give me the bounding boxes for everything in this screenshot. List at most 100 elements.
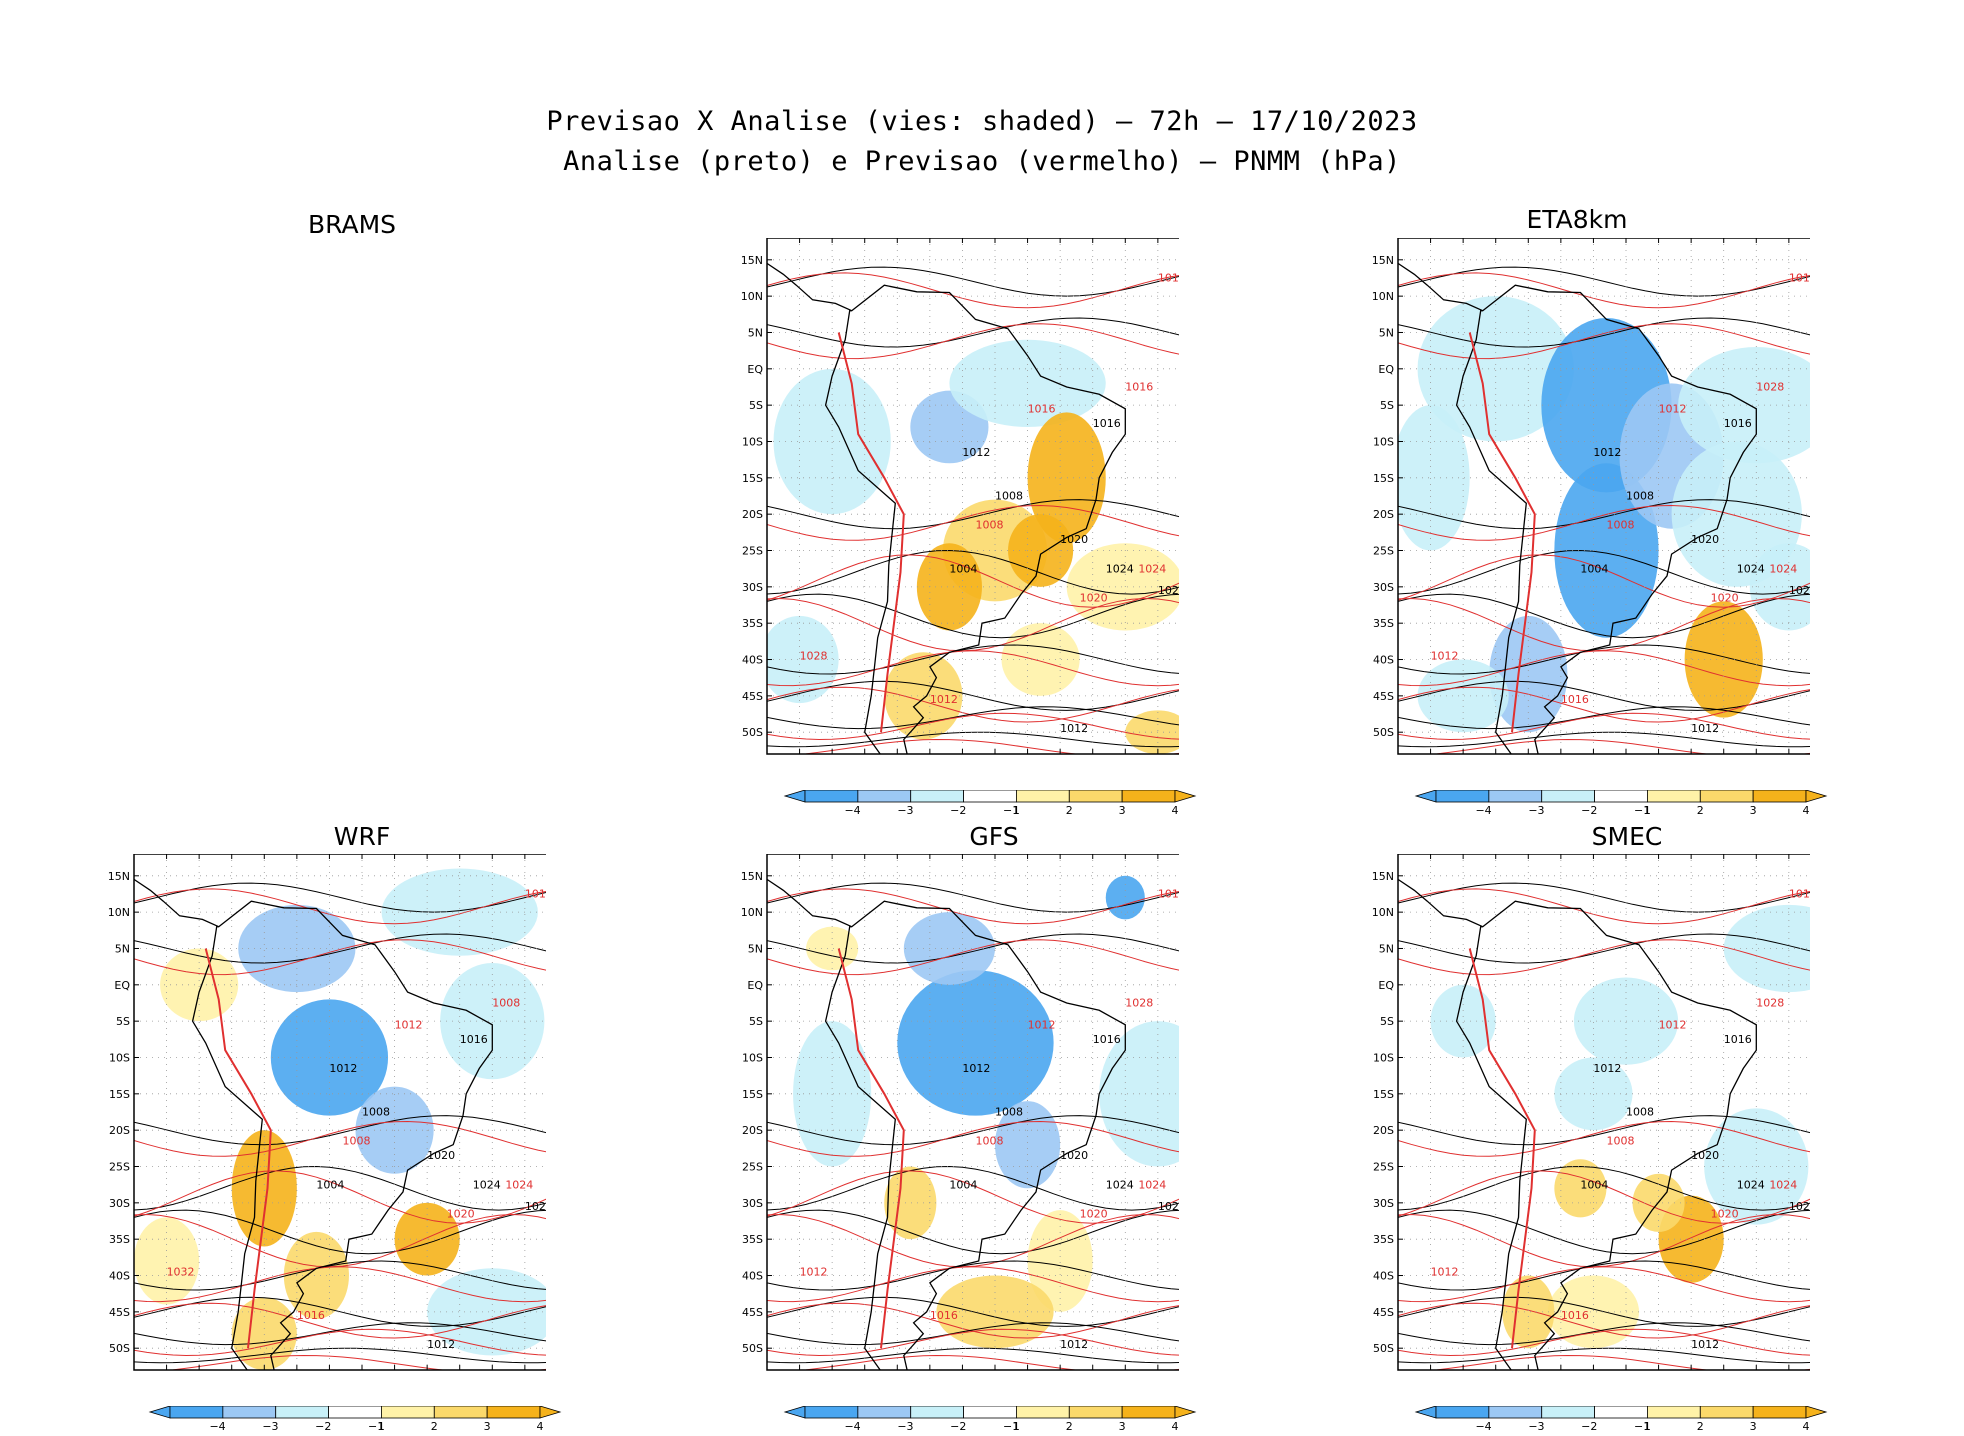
latitude-tick-label: 50S bbox=[742, 726, 763, 739]
colorbar-lower-arrow bbox=[1414, 789, 1437, 803]
analysis-isobar-label: 1024 bbox=[1737, 1178, 1765, 1191]
forecast-isobar-label: 1008 bbox=[1606, 1135, 1634, 1148]
analysis-isobar bbox=[767, 1260, 1179, 1291]
forecast-isobar-label: 1024 bbox=[1769, 1178, 1797, 1191]
latitude-tick-label: 20S bbox=[742, 1124, 763, 1137]
analysis-isobar-label: 1028 bbox=[1789, 1200, 1810, 1213]
forecast-isobar bbox=[767, 1302, 1179, 1339]
forecast-isobar-label: 1008 bbox=[342, 1135, 370, 1148]
forecast-isobar-label: 1016 bbox=[1125, 381, 1153, 394]
latitude-tick-label: 25S bbox=[1373, 1161, 1394, 1174]
analysis-isobar-label: 1012 bbox=[1060, 722, 1088, 735]
analysis-isobar-label: 1008 bbox=[362, 1106, 390, 1119]
map-svg: 1012 1016 1008 1020 1024 1028 1004 1012 1012 1016… bbox=[741, 854, 1179, 1371]
analysis-isobar-label: 1016 bbox=[460, 1033, 488, 1046]
forecast-isobar-label: 1016 bbox=[1561, 1309, 1589, 1322]
colorbar-segment bbox=[963, 789, 1017, 803]
analysis-isobar-label: 1004 bbox=[1580, 562, 1608, 575]
latitude-tick-label: 45S bbox=[109, 1306, 130, 1319]
analysis-isobar-label: 1020 bbox=[1060, 533, 1088, 546]
analysis-isobar-label: 1008 bbox=[995, 1106, 1023, 1119]
forecast-isobar bbox=[134, 1328, 546, 1357]
forecast-isobar-label: 1020 bbox=[1080, 1207, 1108, 1220]
bias-shading-area bbox=[1398, 405, 1470, 551]
map-panel-gfs: 1012 1016 1008 1020 1024 1028 1004 1012 1012 1016… bbox=[721, 854, 1179, 1376]
forecast-isobar-label: 1012 bbox=[1431, 650, 1459, 663]
colorbar-tick-label: −3 bbox=[897, 1420, 913, 1432]
colorbar-tick-label: 2 bbox=[1066, 1420, 1073, 1432]
forecast-isobar-label: 1012 bbox=[1659, 402, 1687, 415]
latitude-tick-label: EQ bbox=[1378, 979, 1394, 992]
colorbar-tick-label: −1 bbox=[1003, 804, 1019, 816]
forecast-isobar bbox=[800, 1354, 1179, 1370]
forecast-isobar bbox=[1398, 504, 1810, 541]
latitude-tick-label: 35S bbox=[1373, 1233, 1394, 1246]
map-panel-smec: 1012 1016 1008 1020 1024 1028 1004 1012 1012 1016… bbox=[1352, 854, 1810, 1376]
forecast-isobar bbox=[767, 1328, 1179, 1357]
andes-forecast-contours bbox=[1468, 332, 1536, 733]
analysis-isobar bbox=[767, 317, 1179, 348]
map-panel-wrf: 1012 1016 1008 1020 1024 1028 1004 1012 1012 1016… bbox=[88, 854, 546, 1376]
latitude-tick-label: 20S bbox=[742, 508, 763, 521]
latitude-tick-label: 35S bbox=[742, 617, 763, 630]
analysis-isobar-label: 1020 bbox=[427, 1149, 455, 1162]
bias-shading-area bbox=[1430, 984, 1496, 1058]
latitude-tick-label: 35S bbox=[742, 1233, 763, 1246]
forecast-isobar-label: 1012 bbox=[1659, 1018, 1687, 1031]
colorbar-tick-label: 3 bbox=[484, 1420, 491, 1432]
forecast-isobar-label: 1016 bbox=[1028, 402, 1056, 415]
latitude-tick-label: 30S bbox=[109, 1197, 130, 1210]
forecast-isobar bbox=[767, 1170, 1179, 1224]
colorbar-segment bbox=[1541, 1405, 1595, 1419]
bias-shading-area bbox=[1417, 659, 1509, 733]
bias-shading-area bbox=[134, 1217, 200, 1305]
bias-shading-area bbox=[1001, 623, 1080, 696]
bias-shading-area bbox=[897, 970, 1054, 1116]
colorbar-tick-label: 4 bbox=[1172, 1420, 1179, 1432]
latitude-tick-label: 15S bbox=[742, 472, 763, 485]
latitude-tick-label: 15S bbox=[109, 1088, 130, 1101]
analysis-isobar bbox=[767, 1165, 1179, 1211]
colorbar-segment bbox=[433, 1405, 488, 1419]
bias-shading-area bbox=[793, 1021, 872, 1167]
latitude-tick-label: 10S bbox=[742, 1051, 763, 1064]
latitude-tick-label: 5S bbox=[1380, 399, 1394, 412]
bias-shading-area bbox=[806, 926, 859, 971]
forecast-isobar-label: 1028 bbox=[1756, 381, 1784, 394]
latitude-tick-label: 15S bbox=[742, 1088, 763, 1101]
latitude-tick-label: 50S bbox=[109, 1342, 130, 1355]
forecast-isobar-label: 1008 bbox=[492, 997, 520, 1010]
colorbar-upper-arrow bbox=[1174, 1405, 1197, 1419]
bias-shading-area bbox=[440, 963, 545, 1080]
colorbar-segment bbox=[486, 1405, 541, 1419]
colorbar-svg: −4 −3 −2 −11 2 3 4 bbox=[1414, 789, 1828, 817]
latitude-tick-label: 10S bbox=[109, 1051, 130, 1064]
latitude-tick-label: 10N bbox=[741, 906, 763, 919]
andes-forecast-contours bbox=[837, 332, 905, 733]
latitude-tick-label: 5N bbox=[748, 326, 763, 339]
latitude-tick-label: 15S bbox=[1373, 1088, 1394, 1101]
bias-shading-area bbox=[884, 1166, 937, 1240]
bias-shading-area bbox=[903, 912, 995, 985]
latitude-tick-label: 50S bbox=[1373, 726, 1394, 739]
forecast-isobar-label: 1008 bbox=[975, 1135, 1003, 1148]
colorbar-tick-label: −4 bbox=[1475, 1420, 1491, 1432]
analysis-isobar bbox=[134, 1260, 546, 1291]
latitude-tick-label: 30S bbox=[742, 1197, 763, 1210]
latitude-tick-label: 20S bbox=[1373, 1124, 1394, 1137]
latitude-tick-label: 50S bbox=[1373, 1342, 1394, 1355]
forecast-isobar bbox=[1431, 738, 1810, 754]
forecast-isobar-label: 1016 bbox=[1789, 272, 1810, 285]
colorbar-tick-label: −3 bbox=[897, 804, 913, 816]
analysis-isobar bbox=[134, 933, 546, 964]
map-svg: 1012 1016 1008 1020 1024 1028 1004 1012 1016 1012… bbox=[741, 238, 1179, 755]
analysis-isobar-label: 1012 bbox=[329, 1062, 357, 1075]
colorbar-tick-label: −3 bbox=[262, 1420, 278, 1432]
forecast-isobar-label: 1012 bbox=[1028, 1018, 1056, 1031]
colorbar-upper-arrow bbox=[539, 1405, 562, 1419]
bias-shading-area bbox=[1027, 412, 1106, 544]
analysis-isobar-label: 1008 bbox=[995, 490, 1023, 503]
forecast-isobar-label: 1020 bbox=[1711, 1207, 1739, 1220]
colorbar-tick-label: −2 bbox=[1581, 804, 1597, 816]
bias-shading-area bbox=[949, 339, 1106, 427]
